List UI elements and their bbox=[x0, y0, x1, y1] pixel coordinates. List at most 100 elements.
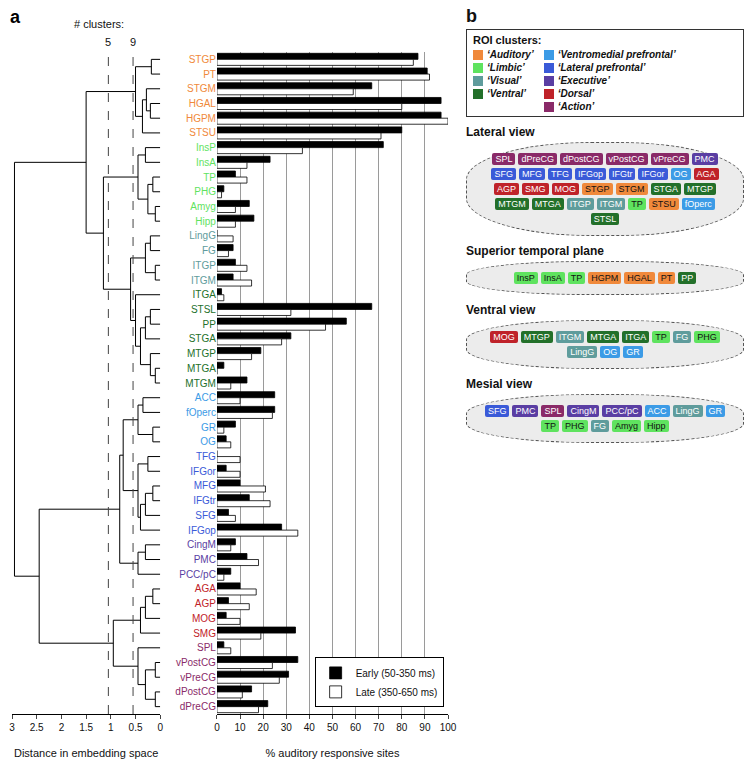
svg-text:Amyg: Amyg bbox=[190, 201, 216, 212]
svg-text:80: 80 bbox=[396, 722, 408, 733]
svg-text:2.5: 2.5 bbox=[30, 722, 44, 733]
svg-text:MFG: MFG bbox=[194, 480, 216, 491]
svg-text:HGPM: HGPM bbox=[186, 113, 216, 124]
svg-text:1: 1 bbox=[108, 722, 114, 733]
html-text:‘Ventral’: ‘Ventral’ bbox=[487, 88, 527, 99]
svg-text:MOG: MOG bbox=[192, 613, 216, 624]
svg-text:InsA: InsA bbox=[196, 157, 216, 168]
svg-text:TP: TP bbox=[203, 172, 216, 183]
html-text:IFGtr: IFGtr bbox=[612, 169, 633, 179]
svg-text:ITGA: ITGA bbox=[193, 289, 217, 300]
svg-text:STGM: STGM bbox=[187, 83, 216, 94]
html-text:‘Dorsal’: ‘Dorsal’ bbox=[557, 88, 595, 99]
svg-text:30: 30 bbox=[281, 722, 293, 733]
html-text:dPreCG: dPreCG bbox=[521, 154, 554, 164]
svg-text:9: 9 bbox=[130, 36, 136, 48]
html-text:MFG: MFG bbox=[522, 169, 542, 179]
html-text:‘Executive’: ‘Executive’ bbox=[557, 75, 610, 86]
svg-text:IFGtr: IFGtr bbox=[193, 495, 216, 506]
svg-text:HGAL: HGAL bbox=[189, 98, 217, 109]
html-text:‘Visual’: ‘Visual’ bbox=[487, 75, 522, 86]
svg-text:ITGP: ITGP bbox=[193, 260, 217, 271]
svg-text:STSL: STSL bbox=[191, 304, 216, 315]
html-text:dPostCG: dPostCG bbox=[563, 154, 600, 164]
svg-text:PT: PT bbox=[203, 69, 216, 80]
svg-text:MTGA: MTGA bbox=[187, 363, 216, 374]
svg-text:MTGP: MTGP bbox=[187, 348, 216, 359]
svg-text:SFG: SFG bbox=[195, 510, 216, 521]
svg-text:PP: PP bbox=[203, 319, 217, 330]
svg-text:FG: FG bbox=[202, 245, 216, 256]
svg-text:# clusters:: # clusters: bbox=[74, 18, 124, 30]
html-text:IFGor: IFGor bbox=[641, 169, 665, 179]
html-text:SFG: SFG bbox=[494, 169, 513, 179]
svg-text:5: 5 bbox=[105, 36, 111, 48]
svg-text:0: 0 bbox=[157, 722, 163, 733]
html-text:vPostCG: vPostCG bbox=[608, 154, 645, 164]
html-text:‘Lateral prefrontal’: ‘Lateral prefrontal’ bbox=[557, 62, 646, 73]
svg-text:CingM: CingM bbox=[187, 539, 216, 550]
svg-text:TFG: TFG bbox=[196, 451, 216, 462]
svg-text:STSU: STSU bbox=[189, 127, 216, 138]
svg-text:SPL: SPL bbox=[197, 642, 216, 653]
html-text:TFG: TFG bbox=[551, 169, 569, 179]
svg-text:AGA: AGA bbox=[195, 583, 216, 594]
svg-text:3: 3 bbox=[9, 722, 15, 733]
svg-text:IFGop: IFGop bbox=[188, 525, 216, 536]
html-text:OG: OG bbox=[673, 169, 688, 179]
svg-text:20: 20 bbox=[258, 722, 270, 733]
svg-text:vPostCG: vPostCG bbox=[176, 657, 216, 668]
svg-text:AGP: AGP bbox=[195, 598, 216, 609]
svg-text:0: 0 bbox=[214, 722, 220, 733]
html-text:Superior temporal plane: Superior temporal plane bbox=[466, 244, 604, 258]
svg-text:ITGM: ITGM bbox=[191, 275, 216, 286]
svg-text:PCC/pC: PCC/pC bbox=[179, 569, 216, 580]
html-text:‘Action’: ‘Action’ bbox=[557, 101, 595, 112]
html-text:PMC: PMC bbox=[694, 154, 715, 164]
svg-text:SMG: SMG bbox=[193, 628, 216, 639]
html-text:AGA: AGA bbox=[696, 169, 716, 179]
html-text:‘Ventromedial prefrontal’: ‘Ventromedial prefrontal’ bbox=[557, 49, 676, 60]
svg-text:fOperc: fOperc bbox=[186, 407, 216, 418]
svg-text:PMC: PMC bbox=[194, 554, 216, 565]
svg-text:0.5: 0.5 bbox=[129, 722, 143, 733]
svg-text:ACC: ACC bbox=[195, 392, 216, 403]
svg-text:Distance in embedding space: Distance in embedding space bbox=[14, 747, 158, 759]
svg-text:a: a bbox=[10, 7, 21, 27]
svg-text:2: 2 bbox=[59, 722, 65, 733]
svg-text:dPostCG: dPostCG bbox=[175, 686, 216, 697]
svg-text:Late (350-650 ms): Late (350-650 ms) bbox=[356, 687, 438, 698]
svg-text:90: 90 bbox=[419, 722, 431, 733]
svg-text:IFGor: IFGor bbox=[190, 466, 216, 477]
svg-text:STGP: STGP bbox=[189, 54, 217, 65]
html-text:Lateral view: Lateral view bbox=[466, 125, 535, 139]
svg-text:10: 10 bbox=[234, 722, 246, 733]
svg-text:OG: OG bbox=[200, 436, 216, 447]
svg-text:Early (50-350 ms): Early (50-350 ms) bbox=[356, 668, 435, 679]
html-text:vPreCG: vPreCG bbox=[653, 154, 686, 164]
svg-text:GR: GR bbox=[201, 422, 216, 433]
html-text:b: b bbox=[466, 6, 477, 26]
svg-text:Hipp: Hipp bbox=[195, 216, 216, 227]
svg-text:40: 40 bbox=[304, 722, 316, 733]
svg-text:STGA: STGA bbox=[189, 333, 217, 344]
svg-text:PHG: PHG bbox=[194, 186, 216, 197]
svg-text:% auditory responsive sites: % auditory responsive sites bbox=[266, 747, 400, 759]
html-text:‘Auditory’: ‘Auditory’ bbox=[487, 49, 534, 60]
html-text:SPL: SPL bbox=[495, 154, 513, 164]
svg-text:MTGM: MTGM bbox=[185, 378, 216, 389]
svg-text:100: 100 bbox=[440, 722, 457, 733]
svg-text:InsP: InsP bbox=[196, 142, 216, 153]
html-text:Mesial view: Mesial view bbox=[466, 377, 532, 391]
svg-text:50: 50 bbox=[327, 722, 339, 733]
svg-text:1.5: 1.5 bbox=[79, 722, 93, 733]
svg-text:70: 70 bbox=[373, 722, 385, 733]
html-text:ROI clusters:: ROI clusters: bbox=[473, 34, 542, 46]
html-text:Ventral view: Ventral view bbox=[466, 303, 536, 317]
svg-text:vPreCG: vPreCG bbox=[180, 672, 216, 683]
svg-text:dPreCG: dPreCG bbox=[180, 701, 216, 712]
html-text:IFGop: IFGop bbox=[578, 169, 603, 179]
svg-text:LingG: LingG bbox=[189, 230, 216, 241]
svg-text:60: 60 bbox=[350, 722, 362, 733]
html-text:‘Limbic’: ‘Limbic’ bbox=[487, 62, 525, 73]
